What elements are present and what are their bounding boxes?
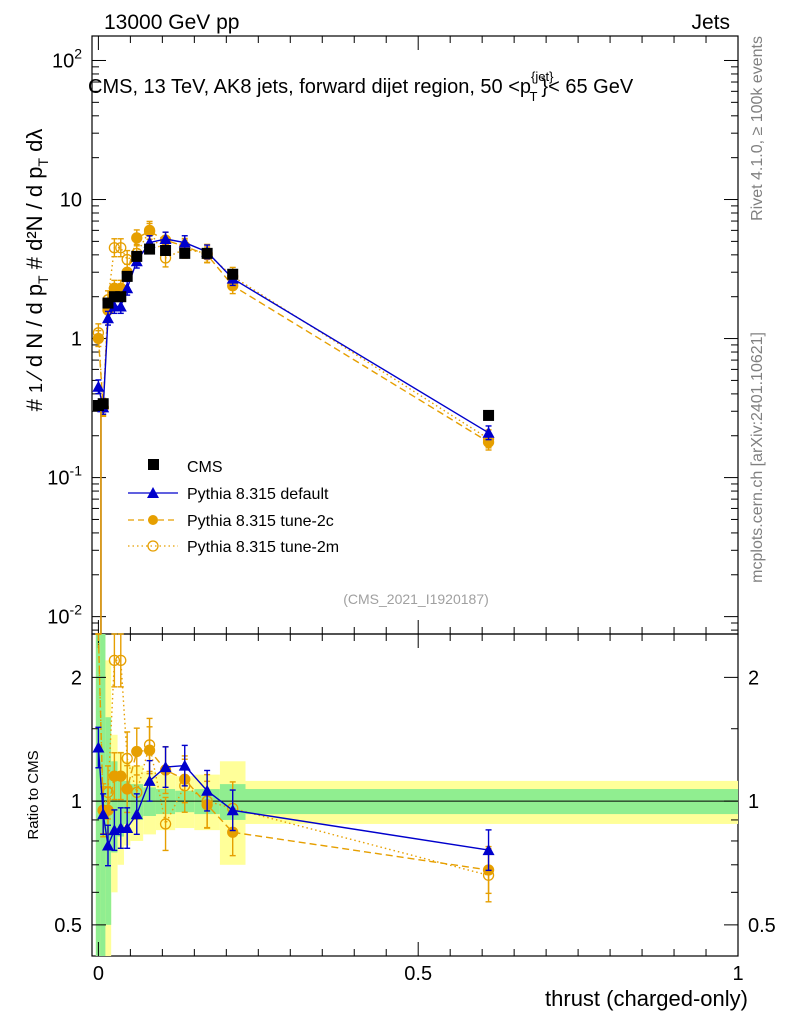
legend-marker-cms [148,459,159,470]
ratio-point-default [482,844,495,856]
main-point-cms [108,291,120,303]
legend-label-default: Pythia 8.315 default [187,486,329,503]
ratio-uncertainty-bands [92,634,738,956]
legend: CMS Pythia 8.315 default Pythia 8.315 tu… [128,459,339,556]
main-point-tune2m [115,242,127,254]
ratio-point-tune2m [159,818,172,830]
legend-marker-tune2c [148,515,158,525]
main-ytick-label: 10 [60,190,82,212]
main-point-default [92,380,105,392]
ratio-ytick-label-right: 1 [748,791,759,813]
ratio-point-tune2m [108,654,121,667]
legend-marker-default [147,487,159,498]
main-point-cms [227,268,239,280]
mcplots-label: mcplots.cern.ch [arXiv:2401.10621] [749,332,766,583]
plot-title-sub: T [529,89,537,104]
ylabel-ratio: Ratio to CMS [25,750,42,839]
main-line-tune2c [97,230,489,443]
ratio-ytick-label: 0.5 [54,915,82,937]
main-point-default [159,233,172,245]
ratio-point-tune2c [121,783,133,795]
main-ytick-label: 10-1 [47,463,82,490]
ratio-point-default [97,808,110,820]
xtick-label: 0.5 [404,963,432,985]
legend-label-tune2c: Pythia 8.315 tune-2c [187,513,334,530]
main-point-cms [144,243,156,255]
main-line-tune2m [97,228,489,440]
main-series [92,220,495,634]
main-ytick-label: 10-2 [47,602,82,629]
main-ytick-exponent: -1 [70,463,83,479]
main-point-tune2c [143,225,156,238]
main-line-default [97,238,489,434]
ratio-point-tune2c [131,745,143,758]
main-point-default [114,300,127,312]
ratio-band-inner [111,761,118,853]
main-point-tune2c [131,232,143,244]
main-point-cms [121,270,133,282]
legend-marker-tune2m [147,540,159,552]
main-point-tune2m [108,242,121,254]
main-point-default [121,282,134,294]
ratio-point-default [201,784,214,796]
ratio-line-tune2m [97,633,489,876]
main-point-default [482,426,495,438]
ratio-point-default [121,822,134,834]
ylabel-main: # 1 ⁄ d N / d pT # d²N / d pT dλ [22,129,51,412]
ratio-point-default [159,761,172,773]
main-point-cms [201,247,213,259]
header-energy: 13000 GeV pp [104,11,239,34]
ratio-series [92,633,495,903]
ratio-point-default [178,759,191,771]
ratio-point-default [92,741,105,753]
main-ytick-label: 1 [71,329,82,351]
plot-title: CMS, 13 TeV, AK8 jets, forward dijet reg… [88,69,634,104]
ratio-axes: 0.5 0.5 1 1 2 2 0 0.5 1 [54,634,776,985]
analysis-id: (CMS_2021_I1920187) [343,591,489,607]
rivet-version-label: Rivet 4.1.0, ≥ 100k events [749,36,766,221]
ratio-ytick-label-right: 2 [748,667,759,689]
plot-title-tail: }< 65 GeV [541,76,633,98]
xtick-label: 0 [93,963,104,985]
main-ytick-label: 102 [52,45,82,72]
legend-label-tune2m: Pythia 8.315 tune-2m [187,539,339,556]
main-point-cms [160,244,172,256]
header-jets: Jets [691,11,730,34]
ratio-point-tune2c [143,744,156,756]
ratio-point-tune2c [115,770,127,782]
main-point-cms [179,247,191,259]
plot-title-main: CMS, 13 TeV, AK8 jets, forward dijet reg… [88,76,531,98]
ratio-point-default [130,808,143,820]
ratio-ytick-label: 2 [71,667,82,689]
xlabel: thrust (charged-only) [545,986,748,1011]
xtick-label: 1 [732,963,743,985]
main-point-cms [131,250,143,262]
ratio-point-default [101,839,114,851]
main-axes: 10-2 10-1 1 10 102 [47,36,739,634]
ratio-point-default [226,804,239,816]
main-point-default [101,312,114,324]
ratio-band-inner [117,771,124,837]
legend-label-cms: CMS [187,459,223,476]
ratio-point-tune2m [121,752,133,765]
plot-title-sup: {jet} [531,69,554,84]
main-point-cms [115,291,127,303]
ratio-point-tune2m [115,654,127,667]
main-point-default [178,236,191,248]
ratio-ytick-label: 1 [71,791,82,813]
ratio-ytick-label-right: 0.5 [748,915,776,937]
ratio-point-default [143,774,156,786]
ylabel-main-text: # 1 ⁄ d N / d pT # d²N / d pT dλ [22,129,51,412]
main-point-cms [97,398,109,410]
main-ytick-exponent: -2 [70,602,83,618]
main-point-cms [102,297,114,309]
main-ytick-exponent: 2 [74,45,82,61]
ratio-band-inner [95,634,101,956]
main-point-cms [483,409,495,421]
ratio-line-tune2c [97,633,489,871]
main-point-tune2c [92,332,105,345]
